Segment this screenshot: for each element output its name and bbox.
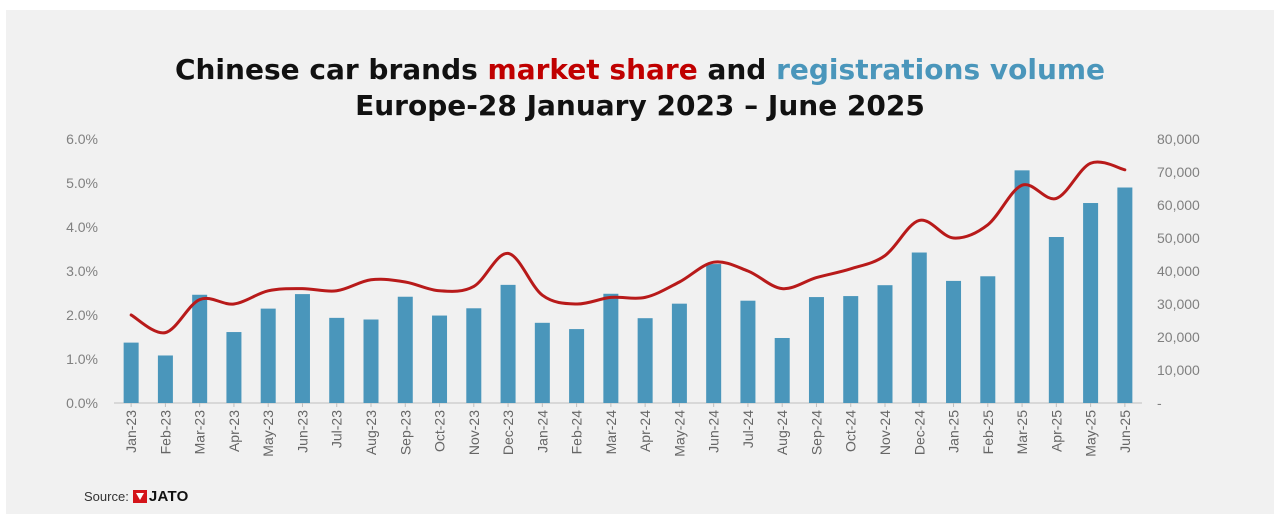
registrations-bar — [569, 329, 585, 403]
left-axis-tick-label: 0.0% — [66, 395, 98, 411]
registrations-bar — [226, 332, 242, 403]
x-axis-tick-label: Jul-24 — [740, 410, 756, 448]
left-axis-tick-label: 2.0% — [66, 307, 98, 323]
x-axis-tick-label: Apr-24 — [637, 410, 653, 452]
registrations-bar — [534, 322, 550, 403]
x-axis-tick-label: May-23 — [260, 410, 276, 457]
left-axis-tick-label: 6.0% — [66, 131, 98, 147]
source-label: Source: — [84, 489, 129, 504]
title-part-1: Chinese car brands — [174, 53, 488, 86]
registrations-bar — [808, 297, 824, 403]
registrations-bar — [1117, 187, 1133, 403]
registrations-bar — [946, 280, 962, 403]
registrations-bar — [363, 319, 379, 403]
registrations-bar — [260, 308, 276, 403]
right-axis-tick-label: 80,000 — [1157, 131, 1200, 147]
registrations-bar — [157, 355, 173, 403]
registrations-bar — [466, 308, 482, 403]
x-axis-tick-label: Feb-24 — [569, 410, 585, 455]
x-axis-tick-label: Jun-25 — [1117, 410, 1133, 453]
right-axis-tick-label: 40,000 — [1157, 263, 1200, 279]
registrations-bar — [397, 296, 413, 403]
registrations-bar — [192, 294, 208, 403]
x-axis-tick-label: Jan-23 — [123, 410, 139, 453]
x-axis-tick-label: Mar-25 — [1014, 410, 1030, 455]
registrations-bar — [294, 294, 310, 403]
jato-logo-text: JATO — [148, 488, 189, 505]
registrations-bar — [706, 264, 722, 403]
registrations-bar — [637, 318, 653, 403]
registrations-bar — [843, 296, 859, 403]
x-axis-tick-label: Dec-24 — [911, 410, 927, 455]
x-axis-tick-label: Mar-23 — [192, 410, 208, 455]
registrations-bar — [603, 293, 619, 403]
title-line-1: Chinese car brands market share and regi… — [6, 52, 1274, 88]
registrations-bar — [1083, 203, 1099, 403]
title-line-2: Europe-28 January 2023 – June 2025 — [355, 89, 925, 122]
x-axis-tick-label: Oct-24 — [843, 410, 859, 452]
right-axis-tick-label: 60,000 — [1157, 197, 1200, 213]
x-axis-tick-label: Apr-25 — [1048, 410, 1064, 452]
x-axis-tick-label: Oct-23 — [432, 410, 448, 452]
right-axis-tick-label: 50,000 — [1157, 230, 1200, 246]
x-axis-tick-label: Nov-23 — [466, 410, 482, 455]
jato-logo-icon — [132, 490, 147, 503]
source-note: Source: JATO — [84, 488, 189, 505]
title-registrations-volume: registrations volume — [776, 53, 1106, 86]
x-axis-tick-label: Aug-23 — [363, 410, 379, 455]
registrations-bar — [123, 342, 139, 403]
right-axis-tick-label: 20,000 — [1157, 329, 1200, 345]
registrations-bar — [1048, 237, 1064, 403]
x-axis-tick-label: Jan-24 — [534, 410, 550, 453]
registrations-bar — [671, 303, 687, 403]
registrations-bar — [911, 252, 927, 403]
chart-title: Chinese car brands market share and regi… — [6, 52, 1274, 124]
right-axis-tick-label: 30,000 — [1157, 296, 1200, 312]
x-axis-tick-label: Dec-23 — [500, 410, 516, 455]
x-axis-tick-label: Sep-24 — [808, 410, 824, 455]
x-axis-tick-label: Apr-23 — [226, 410, 242, 452]
registrations-bar — [329, 317, 345, 403]
x-axis-tick-label: Aug-24 — [774, 410, 790, 455]
left-axis-tick-label: 1.0% — [66, 351, 98, 367]
right-axis-tick-label: 10,000 — [1157, 362, 1200, 378]
x-axis-tick-label: Jul-23 — [329, 410, 345, 448]
x-axis-tick-label: Feb-23 — [157, 410, 173, 455]
jato-logo: JATO — [132, 488, 189, 505]
left-axis-tick-label: 4.0% — [66, 219, 98, 235]
x-axis-tick-label: Jan-25 — [946, 410, 962, 453]
left-axis-tick-label: 3.0% — [66, 263, 98, 279]
registrations-bar — [500, 284, 516, 403]
registrations-bar — [432, 315, 448, 403]
registrations-bar — [740, 300, 756, 403]
x-axis-tick-label: Feb-25 — [980, 410, 996, 455]
registrations-bar — [774, 337, 790, 403]
title-part-3: and — [697, 53, 777, 86]
market-share-line — [129, 160, 1127, 335]
right-axis-tick-label: 70,000 — [1157, 164, 1200, 180]
left-axis-tick-label: 5.0% — [66, 175, 98, 191]
x-axis-tick-label: May-24 — [671, 410, 687, 457]
registrations-bar — [980, 276, 996, 403]
registrations-bar — [1014, 170, 1030, 403]
title-market-share: market share — [487, 53, 698, 86]
x-axis-tick-label: Jun-24 — [706, 410, 722, 453]
registrations-bar — [877, 285, 893, 403]
right-axis-tick-label: - — [1157, 395, 1162, 411]
x-axis-tick-label: Sep-23 — [397, 410, 413, 455]
x-axis-tick-label: Mar-24 — [603, 410, 619, 455]
x-axis-tick-label: Jun-23 — [294, 410, 310, 453]
x-axis-tick-label: Nov-24 — [877, 410, 893, 455]
x-axis-tick-label: May-25 — [1083, 410, 1099, 457]
